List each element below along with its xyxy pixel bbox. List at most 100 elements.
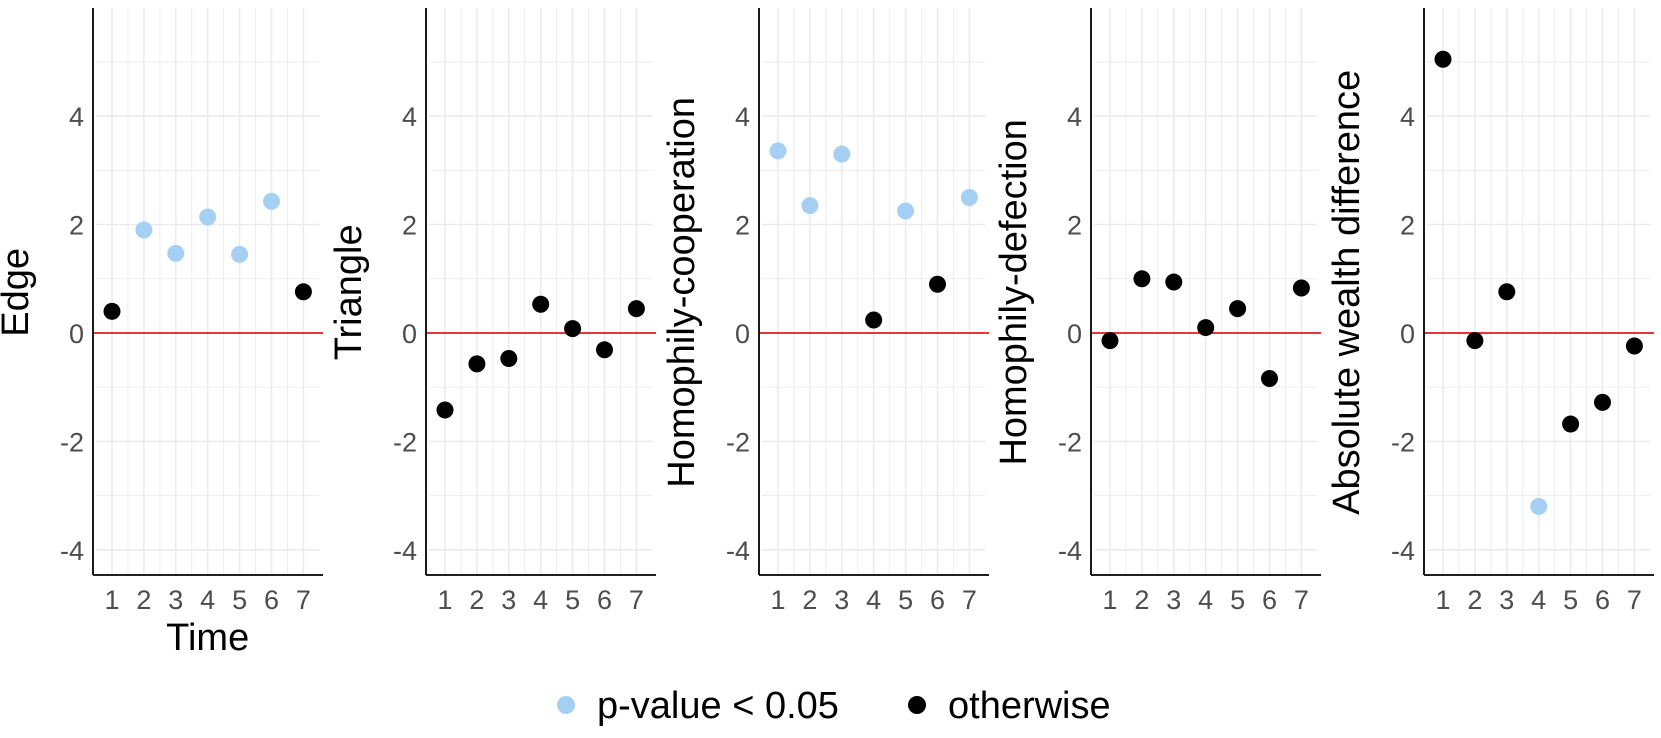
data-point [1165, 273, 1183, 291]
y-tick-label: 0 [1400, 319, 1415, 349]
data-point [1625, 337, 1643, 355]
y-axis-title: Homophily-defection [993, 119, 1035, 465]
y-tick-label: -2 [1391, 427, 1415, 457]
x-tick-label: 3 [1499, 585, 1514, 615]
y-tick-label: -2 [393, 427, 417, 457]
x-tick-label: 6 [264, 585, 279, 615]
data-point [294, 283, 312, 301]
x-tick-label: 1 [1435, 585, 1450, 615]
x-tick-label: 6 [930, 585, 945, 615]
x-tick-label: 2 [802, 585, 817, 615]
x-tick-label: 1 [104, 585, 119, 615]
x-tick-label: 7 [962, 585, 977, 615]
x-tick-label: 2 [1134, 585, 1149, 615]
data-point [135, 221, 153, 239]
x-tick-label: 5 [1563, 585, 1578, 615]
data-point [532, 295, 550, 313]
x-tick-label: 5 [565, 585, 580, 615]
x-tick-label: 1 [437, 585, 452, 615]
y-tick-label: -4 [1058, 536, 1082, 566]
data-point [833, 145, 851, 163]
x-tick-label: 4 [1531, 585, 1546, 615]
x-tick-label: 3 [501, 585, 516, 615]
data-point [1101, 332, 1119, 350]
y-tick-label: 2 [1067, 211, 1082, 241]
data-point [1261, 370, 1278, 388]
legend: p-value < 0.05 otherwise [557, 685, 1111, 727]
x-axis-title: Time [166, 617, 249, 659]
data-point [1292, 279, 1310, 297]
y-tick-label: -4 [393, 536, 417, 566]
data-point [769, 142, 787, 160]
data-point [199, 208, 217, 226]
x-tick-label: 1 [770, 585, 785, 615]
data-point [1466, 332, 1484, 350]
y-tick-label: 4 [735, 102, 750, 132]
x-tick-label: 1 [1102, 585, 1117, 615]
x-tick-label: 7 [296, 585, 311, 615]
data-point [167, 244, 185, 262]
y-tick-label: 0 [402, 319, 417, 349]
x-tick-label: 4 [866, 585, 881, 615]
data-point [596, 341, 613, 359]
data-point [231, 245, 249, 263]
x-tick-label: 4 [533, 585, 548, 615]
x-tick-label: 2 [1467, 585, 1482, 615]
data-point [468, 355, 486, 373]
data-point [1530, 497, 1548, 515]
y-tick-label: 2 [735, 211, 750, 241]
legend-label-significant: p-value < 0.05 [597, 685, 839, 727]
y-axis-title: Absolute wealth difference [1326, 70, 1368, 515]
x-tick-label: 7 [1294, 585, 1309, 615]
legend-marker-significant [557, 696, 575, 714]
x-tick-label: 3 [834, 585, 849, 615]
y-tick-label: 4 [402, 102, 417, 132]
y-tick-label: 2 [1400, 211, 1415, 241]
data-point [436, 401, 454, 419]
y-tick-label: 0 [69, 319, 84, 349]
y-axis-title: Triangle [328, 224, 370, 360]
data-point [801, 197, 819, 215]
data-point [627, 300, 645, 318]
y-tick-label: -4 [60, 536, 84, 566]
y-tick-label: 4 [1067, 102, 1082, 132]
y-tick-label: -2 [60, 427, 84, 457]
legend-marker-otherwise [908, 696, 926, 714]
data-point [897, 202, 915, 220]
y-axis-title: Homophily-cooperation [661, 97, 703, 488]
data-point [1133, 270, 1151, 288]
x-tick-label: 4 [1198, 585, 1213, 615]
y-tick-label: 2 [402, 211, 417, 241]
data-point [960, 189, 978, 206]
data-point [1594, 393, 1611, 411]
y-tick-label: -2 [1058, 427, 1082, 457]
x-tick-label: 4 [200, 585, 215, 615]
y-axis-title: Edge [0, 248, 37, 337]
data-point [103, 302, 121, 320]
data-point [1229, 300, 1247, 318]
y-tick-label: 4 [69, 102, 84, 132]
data-point [1562, 415, 1580, 433]
data-point [1434, 50, 1452, 68]
x-tick-label: 7 [1627, 585, 1642, 615]
y-tick-label: 2 [69, 211, 84, 241]
legend-label-otherwise: otherwise [948, 685, 1111, 727]
data-point [865, 311, 883, 329]
y-tick-label: -4 [726, 536, 750, 566]
x-tick-label: 7 [629, 585, 644, 615]
x-tick-label: 5 [232, 585, 247, 615]
x-tick-label: 3 [1166, 585, 1181, 615]
y-tick-label: -2 [726, 427, 750, 457]
y-tick-label: 0 [735, 319, 750, 349]
x-tick-label: 5 [898, 585, 913, 615]
x-tick-label: 3 [168, 585, 183, 615]
x-tick-label: 6 [1262, 585, 1277, 615]
x-tick-label: 2 [469, 585, 484, 615]
